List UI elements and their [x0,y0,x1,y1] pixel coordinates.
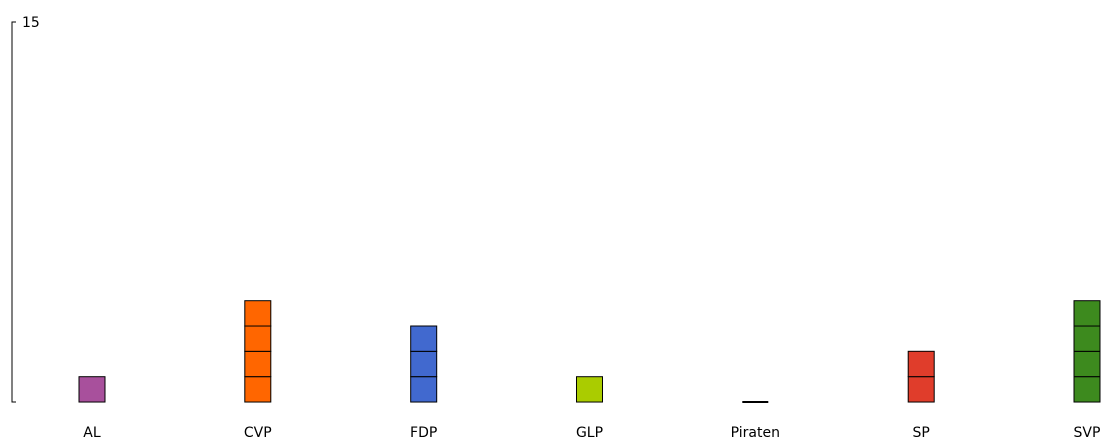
bar-block-fdp-3 [410,325,438,352]
bar-block-fdp-2 [410,350,438,378]
bar-block-svp-4 [1073,300,1101,327]
category-label-piraten: Piraten [731,425,780,441]
bar-block-cvp-2 [244,350,272,378]
bar-block-fdp-1 [410,376,438,403]
category-label-al: AL [83,425,101,441]
bar-block-cvp-4 [244,300,272,327]
bar-block-al-1 [78,376,106,403]
bar-block-sp-2 [907,350,935,378]
category-label-svp: SVP [1074,425,1101,441]
bars [78,300,1101,403]
category-label-sp: SP [913,425,930,441]
bar-block-cvp-3 [244,325,272,352]
category-label-fdp: FDP [410,425,437,441]
y-tick-label-max: 15 [22,15,40,31]
bar-block-svp-2 [1073,350,1101,378]
category-label-cvp: CVP [244,425,272,441]
bar-block-svp-1 [1073,376,1101,403]
y-axis-bracket [11,21,16,403]
bar-block-sp-1 [907,376,935,403]
category-label-glp: GLP [576,425,603,441]
bar-block-svp-3 [1073,325,1101,352]
y-axis: 15 [11,15,40,403]
bar-block-cvp-1 [244,376,272,403]
bar-block-glp-1 [576,376,603,403]
category-labels: AL CVP FDP GLP Piraten SP SVP [83,425,1100,441]
